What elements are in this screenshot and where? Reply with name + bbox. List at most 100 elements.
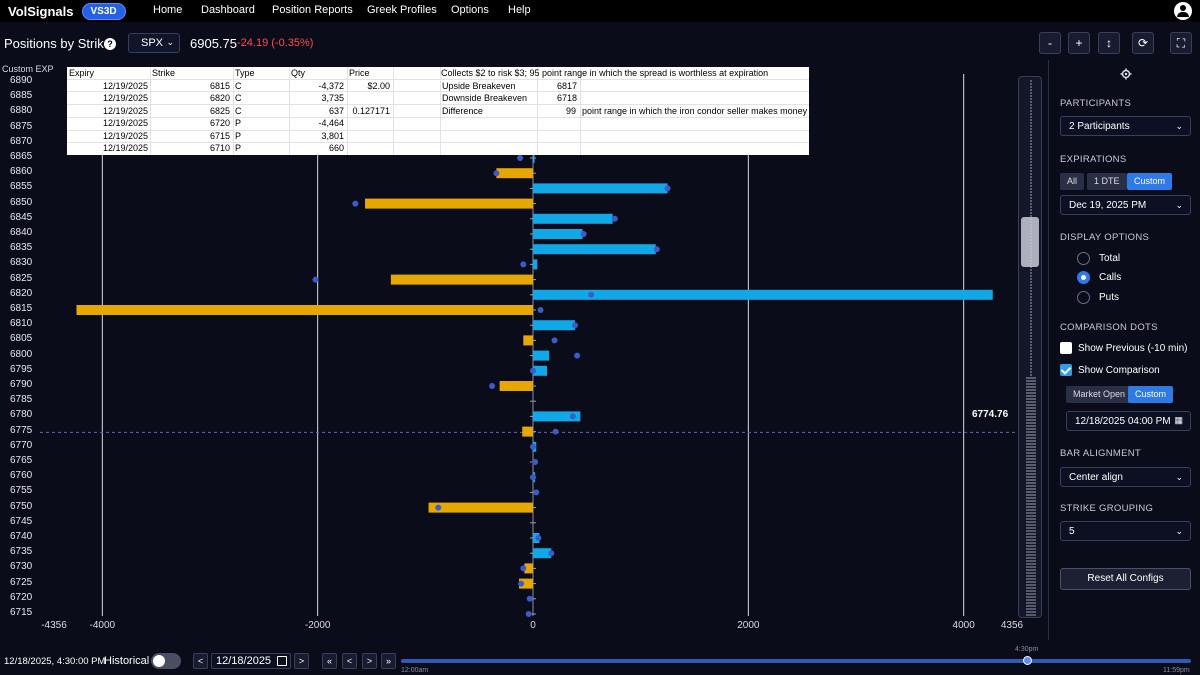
position-bar (533, 183, 668, 194)
step-back-button[interactable]: < (342, 653, 357, 669)
jump-end-button[interactable]: » (381, 653, 396, 669)
calendar-icon[interactable] (277, 656, 287, 666)
brand-logo[interactable]: VolSignals (8, 3, 74, 19)
display-option-label: Puts (1099, 292, 1120, 303)
exp-pill-1dte[interactable]: 1 DTE (1087, 173, 1127, 190)
jump-start-button[interactable]: « (322, 653, 337, 669)
date-input[interactable]: 12/18/2025 (211, 653, 291, 669)
nav-help[interactable]: Help (508, 4, 531, 16)
comparison-dot (530, 443, 536, 450)
comparison-dot (548, 550, 555, 557)
difference-note: point range in which the iron condor sel… (582, 106, 808, 116)
show-comparison-row[interactable]: Show Comparison (1060, 364, 1160, 376)
help-icon[interactable]: ? (104, 38, 116, 50)
nav-greek-profiles[interactable]: Greek Profiles (367, 4, 437, 16)
show-previous-checkbox[interactable] (1060, 342, 1072, 354)
strike-label: 6785 (10, 394, 33, 406)
sheet-cell: 660 (328, 143, 344, 153)
reset-all-configs-button[interactable]: Reset All Configs (1060, 568, 1191, 590)
step-forward-button[interactable]: > (362, 653, 377, 669)
user-account-icon[interactable] (1174, 2, 1192, 20)
zoom-out-button[interactable]: - (1039, 32, 1061, 54)
strike-label: 6820 (10, 287, 33, 299)
radio-total[interactable] (1077, 252, 1090, 265)
strike-grouping-select[interactable]: 5 ⌄ (1060, 521, 1191, 541)
price-change: -24.19 (-0.35%) (237, 37, 314, 49)
fullscreen-button[interactable]: ⛶ (1170, 32, 1192, 54)
display-option-total[interactable]: Total (1077, 252, 1120, 265)
exp-pill-custom[interactable]: Custom (1127, 173, 1173, 190)
strike-label: 6735 (10, 546, 33, 558)
zoom-in-button[interactable]: + (1068, 32, 1090, 54)
expiration-date-select[interactable]: Dec 19, 2025 PM ⌄ (1060, 195, 1191, 215)
comparison-dot (574, 352, 581, 359)
comparison-dot (611, 215, 618, 222)
comparison-dot (493, 170, 500, 177)
bottom-bar: 12/18/2025, 4:30:00 PM Historical < 12/1… (0, 645, 1200, 675)
strike-grouping-value: 5 (1069, 526, 1075, 537)
compare-pill-custom[interactable]: Custom (1128, 386, 1174, 403)
strike-label: 6880 (10, 105, 33, 117)
symbol-select[interactable]: SPX ⌄ (128, 33, 180, 53)
comparison-dot (520, 261, 527, 268)
radio-calls[interactable] (1077, 271, 1090, 284)
participants-select[interactable]: 2 Participants ⌄ (1060, 116, 1191, 136)
strike-label: 6840 (10, 227, 33, 238)
x-tick-label: -4000 (89, 620, 116, 631)
compare-pill-market-open[interactable]: Market Open (1066, 386, 1133, 403)
comparison-dot (533, 489, 540, 496)
custom-exp-label: Custom EXP (2, 64, 54, 74)
position-bar (533, 213, 613, 224)
strike-label: 6800 (10, 348, 33, 360)
show-comparison-checkbox[interactable] (1060, 364, 1072, 376)
fit-vertical-button[interactable]: ↕ (1098, 32, 1120, 54)
time-slider-handle[interactable] (1023, 656, 1032, 665)
participants-title: PARTICIPANTS (1060, 98, 1132, 109)
refresh-button[interactable]: ⟳ (1132, 32, 1154, 54)
positions-chart (40, 74, 1016, 617)
nav-dashboard[interactable]: Dashboard (201, 4, 255, 16)
display-option-calls[interactable]: Calls (1077, 271, 1121, 284)
strike-label: 6890 (10, 75, 33, 86)
position-bar (499, 381, 533, 391)
nav-position-reports[interactable]: Position Reports (272, 4, 353, 16)
chart-header: Positions by Strike ? SPX ⌄ 6905.75 -24.… (0, 30, 1200, 58)
strike-axis: 6890 6885 6880 6875 6870 6865 6860 6855 6850 6845… (0, 60, 40, 640)
show-previous-label: Show Previous (-10 min) (1078, 342, 1188, 354)
position-bar (533, 548, 552, 559)
time-slider-track[interactable] (401, 659, 1191, 663)
comparison-dot (530, 474, 536, 481)
upside-breakeven-label: Upside Breakeven (442, 81, 516, 91)
strike-scroller[interactable] (1018, 76, 1042, 618)
display-options-title: DISPLAY OPTIONS (1060, 232, 1150, 243)
x-tick-label: 4000 (952, 620, 975, 631)
nav-options[interactable]: Options (451, 4, 489, 16)
chevron-down-icon: ⌄ (1175, 200, 1183, 210)
nav-home[interactable]: Home (153, 4, 183, 16)
compare-datetime-input[interactable]: 12/18/2025 04:00 PM ▦ (1066, 411, 1191, 431)
radio-puts[interactable] (1077, 291, 1090, 304)
prev-day-button[interactable]: < (193, 653, 208, 669)
position-bar (533, 259, 538, 270)
comparison-dot (435, 504, 442, 511)
gear-icon[interactable] (1120, 68, 1132, 80)
current-timestamp: 12/18/2025, 4:30:00 PM (4, 656, 106, 667)
sheet-cell: 12/19/2025 (102, 130, 148, 141)
comparison-dot (588, 291, 595, 298)
position-bar (390, 274, 533, 285)
show-previous-row[interactable]: Show Previous (-10 min) (1060, 342, 1187, 354)
strike-label: 6835 (10, 242, 33, 254)
next-day-button[interactable]: > (294, 653, 309, 669)
exp-pill-all[interactable]: All (1060, 173, 1085, 190)
calendar-icon[interactable]: ▦ (1174, 415, 1183, 425)
comparison-dot (489, 383, 496, 389)
strike-label: 6860 (10, 166, 33, 178)
historical-toggle[interactable] (151, 653, 181, 669)
bar-alignment-select[interactable]: Center align ⌄ (1060, 467, 1191, 487)
scroll-window-handle[interactable] (1021, 217, 1039, 267)
display-option-puts[interactable]: Puts (1077, 291, 1119, 304)
position-bar (533, 365, 547, 376)
comparison-dot (525, 611, 532, 617)
chart-area: Custom EXP 6890 6885 6880 6875 6870 6865 6860 6… (0, 60, 1048, 640)
strike-label: 6795 (10, 363, 33, 375)
